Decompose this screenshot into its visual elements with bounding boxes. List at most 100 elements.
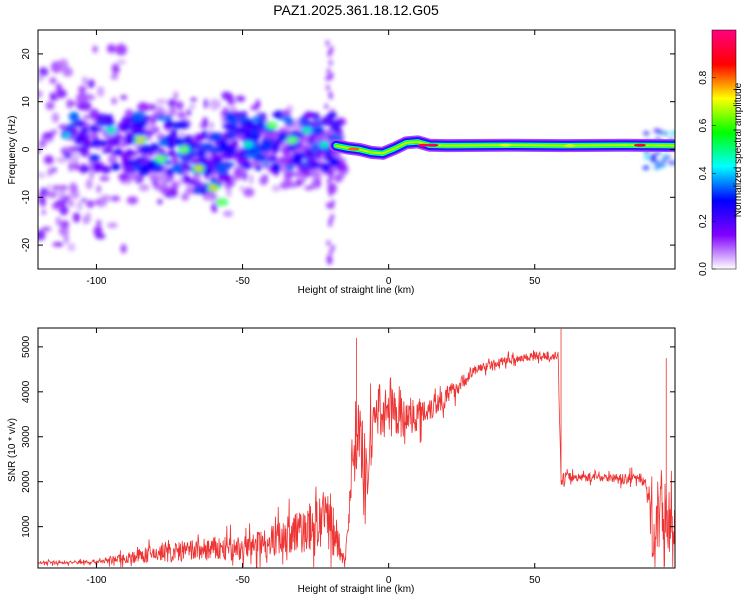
heatmap-cell	[117, 142, 129, 147]
heatmap-cell	[68, 111, 80, 122]
snr-frame	[37, 327, 676, 569]
heatmap-cell	[52, 242, 64, 247]
heatmap-cell	[657, 130, 664, 135]
heatmap-cell	[74, 146, 89, 152]
heatmap-cell	[324, 104, 329, 109]
x-tick-label: -50	[235, 575, 250, 586]
heatmap-cell	[210, 202, 218, 213]
y-tick-label: 4000	[21, 380, 32, 403]
heatmap-cell	[96, 86, 105, 98]
heatmap-cell	[291, 154, 302, 165]
heatmap-cell	[126, 196, 139, 205]
heatmap-cell	[328, 91, 333, 98]
heatmap-cell	[117, 173, 130, 180]
heatmap-cell	[195, 157, 202, 164]
heatmap-cell	[85, 178, 93, 190]
heatmap-cell	[328, 156, 340, 166]
spectrogram-y-axis-label: Frequency (Hz)	[7, 116, 18, 185]
heatmap-cell	[237, 115, 248, 123]
heatmap-cell	[235, 151, 250, 160]
heatmap-cell	[126, 123, 138, 131]
heatmap-cell	[110, 73, 119, 80]
heatmap-cell	[311, 112, 321, 120]
heatmap-cell	[147, 134, 152, 141]
heatmap-cell	[95, 233, 106, 240]
heatmap-cell	[38, 229, 46, 241]
heatmap-cell	[139, 164, 152, 172]
heatmap-cell	[203, 98, 209, 109]
heatmap-cell	[227, 162, 236, 167]
heatmap-cells	[38, 40, 675, 266]
y-tick-label: 20	[21, 48, 32, 60]
heatmap-cell	[333, 173, 343, 183]
heatmap-cell	[643, 155, 650, 160]
heatmap-cell	[209, 121, 214, 130]
heatmap-cell	[64, 153, 72, 158]
heatmap-cell	[137, 137, 144, 142]
heatmap-cell	[228, 130, 236, 140]
colorbar-tick-label: 0.6	[698, 118, 709, 132]
heatmap-cell	[327, 51, 332, 58]
heatmap-cell	[281, 148, 288, 154]
heatmap-cell	[86, 79, 95, 89]
heatmap-cell	[99, 176, 110, 181]
heatmap-cell	[45, 101, 55, 111]
heatmap-cell	[315, 149, 323, 160]
heatmap-layer	[38, 40, 675, 266]
heatmap-cell	[96, 120, 109, 126]
heatmap-cell	[654, 165, 661, 170]
heatmap-cell	[38, 75, 44, 82]
heatmap-cell	[111, 97, 118, 105]
heatmap-cell	[114, 149, 124, 156]
heatmap-cell	[325, 84, 330, 91]
heatmap-cell	[326, 68, 331, 75]
heatmap-cell	[296, 147, 302, 153]
heatmap-cell	[176, 152, 184, 158]
heatmap-cell	[326, 178, 331, 185]
heatmap-cell	[147, 103, 157, 111]
heatmap-cell	[179, 131, 185, 138]
heatmap-cell	[325, 201, 330, 208]
heatmap-cell	[49, 92, 56, 100]
y-tick-label: -10	[21, 190, 32, 205]
heatmap-cell	[97, 140, 109, 145]
heatmap-cell	[255, 164, 262, 172]
heatmap-cell	[327, 259, 332, 266]
heatmap-cell	[62, 67, 74, 77]
x-tick-label: -100	[86, 575, 106, 586]
heatmap-cell	[165, 168, 174, 176]
heatmap-cell	[255, 99, 261, 109]
heatmap-cell	[329, 72, 334, 79]
heatmap-cell	[76, 201, 83, 211]
heatmap-cell	[660, 159, 667, 164]
heatmap-cell	[126, 148, 133, 158]
heatmap-cell	[287, 146, 296, 151]
heatmap-cell	[417, 143, 430, 147]
heatmap-cell	[55, 83, 63, 91]
heatmap-cell	[304, 185, 314, 190]
colorbar-tick-label: 0.2	[698, 214, 709, 228]
figure-title: PAZ1.2025.361.18.12.G05	[273, 2, 439, 18]
heatmap-cell	[284, 164, 295, 171]
heatmap-cell	[157, 157, 164, 162]
heatmap-cell	[85, 95, 96, 101]
heatmap-cell	[186, 108, 192, 116]
heatmap-cell	[51, 202, 61, 210]
heatmap-cell	[58, 185, 68, 191]
heatmap-cell	[201, 146, 212, 153]
heatmap-cell	[73, 135, 84, 145]
heatmap-cell	[76, 102, 85, 111]
heatmap-cell	[274, 163, 281, 173]
heatmap-cell	[101, 148, 113, 154]
heatmap-cell	[90, 127, 104, 132]
heatmap-cell	[190, 97, 197, 103]
x-tick-label: 0	[386, 276, 392, 287]
heatmap-cell	[328, 59, 333, 66]
heatmap-cell	[245, 152, 256, 159]
heatmap-cell	[668, 160, 675, 165]
heatmap-cell	[38, 172, 46, 179]
heatmap-cell	[329, 45, 334, 52]
heatmap-cell	[38, 90, 43, 99]
heatmap-cell	[272, 111, 281, 118]
